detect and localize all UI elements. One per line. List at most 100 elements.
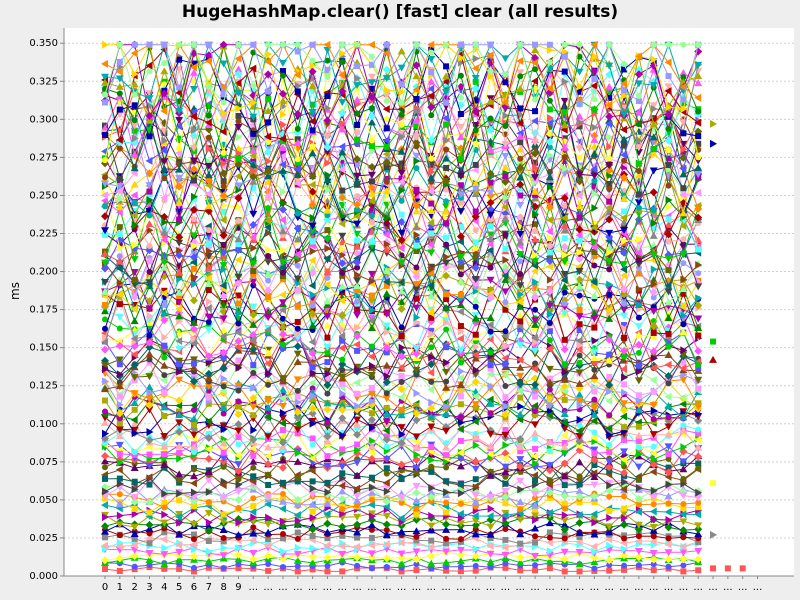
data-point [102,513,109,522]
data-point [160,263,169,271]
data-point [664,220,673,228]
data-point [635,562,642,569]
data-point [354,390,361,397]
data-point [457,480,464,487]
data-point [338,481,346,490]
data-point [590,542,598,551]
data-point [101,259,109,267]
data-point [264,528,273,536]
data-point [338,401,347,409]
data-point [265,96,272,103]
data-point [293,286,302,295]
data-point [664,443,673,451]
data-point [324,390,331,397]
data-point [695,385,702,392]
data-point [367,196,375,205]
data-point [649,308,658,316]
data-point [309,419,317,428]
data-point [575,225,584,234]
data-point [220,108,228,117]
data-point [293,250,301,259]
data-point [457,291,464,298]
data-point [249,555,258,564]
data-point [160,146,168,155]
data-point [116,224,123,231]
data-point [204,51,213,60]
data-point [338,487,347,495]
data-point [102,316,108,323]
data-point [634,171,643,179]
data-point [532,108,539,115]
data-point [308,500,317,508]
data-point [486,169,495,178]
data-point [575,231,583,240]
data-point [591,518,599,527]
data-point [635,191,642,198]
data-point [502,111,510,120]
data-point [649,231,658,239]
data-point [279,408,287,417]
data-point [130,49,138,58]
data-point [204,207,213,216]
data-point [502,441,510,450]
data-point [457,401,464,408]
data-point [591,203,599,212]
data-point [234,70,243,79]
data-point [560,170,569,178]
data-point [664,255,673,263]
data-point [382,289,391,297]
data-point [561,135,568,142]
data-point [472,476,479,483]
data-point [680,236,687,243]
data-point [634,525,643,534]
data-point [620,261,629,269]
data-point [649,507,657,516]
data-point [413,402,420,409]
data-point [219,525,228,533]
data-point [235,104,243,113]
data-point [471,511,479,520]
data-point [190,41,197,48]
data-point [428,330,436,339]
data-point [650,486,658,495]
data-point [189,63,197,72]
data-point [146,509,153,516]
data-point [353,311,362,319]
data-point [398,430,406,439]
data-point [621,373,629,382]
data-point [502,342,510,351]
data-point [412,433,421,441]
data-point [412,304,421,312]
data-point [471,275,480,283]
data-point [621,532,628,539]
data-point [175,510,184,518]
data-point [679,542,687,551]
data-point [160,535,168,544]
data-point [575,336,583,345]
data-point [472,140,479,147]
data-point [130,529,139,537]
data-point [443,344,450,351]
data-point [545,227,553,236]
data-point [146,540,153,547]
data-point [546,106,553,113]
data-point [235,357,242,364]
data-point [382,136,390,145]
data-point [323,313,332,321]
data-point [650,561,657,568]
data-point [397,363,405,372]
data-point [175,288,184,296]
data-point [412,497,421,505]
data-point [471,530,480,538]
data-point [353,258,362,267]
data-point [383,563,390,570]
data-point [382,245,391,253]
data-point [383,372,391,381]
data-point [397,130,406,138]
data-point [130,494,139,502]
data-point [354,286,361,293]
data-point [131,117,138,124]
data-point [324,546,332,555]
data-point [486,234,495,242]
data-point [664,136,673,145]
